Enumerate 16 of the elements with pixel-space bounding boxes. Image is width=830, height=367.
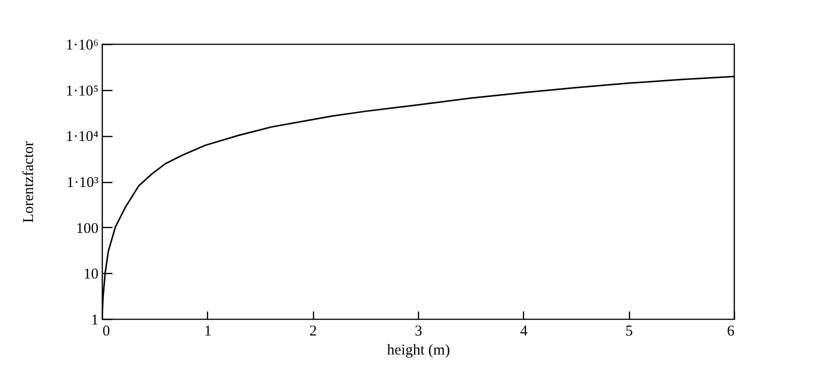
y-tick-label: 100 [76,220,98,237]
x-tick-label: 1 [204,324,212,340]
y-tick-label: 1·10³ [66,175,99,191]
x-tick-label: 6 [727,324,735,340]
x-axis-title: height (m) [387,342,450,358]
y-tick-label: 1·10⁴ [66,129,98,146]
x-tick-label: 4 [520,324,528,340]
y-tick-label: 1·10⁶ [66,38,98,54]
y-tick-label: 1·10⁵ [66,83,98,100]
x-tick-label: 0 [102,324,110,340]
x-tick-label: 2 [309,324,317,340]
y-axis-title: Lorentzfactor [20,141,37,223]
x-tick-label: 3 [414,324,422,340]
y-tick-label: 10 [84,266,98,283]
x-tick-label: 5 [625,324,633,340]
y-tick-label: 1 [91,312,98,328]
